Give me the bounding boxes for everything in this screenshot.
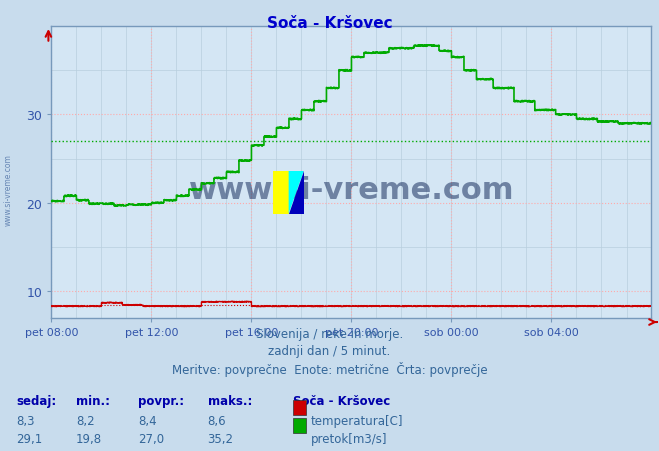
Text: Soča - Kršovec: Soča - Kršovec [267,16,392,31]
Text: 8,4: 8,4 [138,414,157,427]
Text: povpr.:: povpr.: [138,395,185,408]
Text: maks.:: maks.: [208,395,252,408]
Text: pretok[m3/s]: pretok[m3/s] [311,432,387,445]
Text: 29,1: 29,1 [16,432,43,445]
Text: zadnji dan / 5 minut.: zadnji dan / 5 minut. [268,344,391,357]
Polygon shape [289,171,304,214]
Text: min.:: min.: [76,395,110,408]
Text: 27,0: 27,0 [138,432,165,445]
Text: 19,8: 19,8 [76,432,102,445]
Text: 35,2: 35,2 [208,432,233,445]
Text: 8,6: 8,6 [208,414,226,427]
Text: www.si-vreme.com: www.si-vreme.com [188,175,514,204]
Text: sedaj:: sedaj: [16,395,57,408]
Text: Slovenija / reke in morje.: Slovenija / reke in morje. [256,327,403,340]
Text: www.si-vreme.com: www.si-vreme.com [4,153,13,226]
Text: temperatura[C]: temperatura[C] [311,414,403,427]
Text: Soča - Kršovec: Soča - Kršovec [293,395,391,408]
Polygon shape [289,171,304,214]
Bar [273,171,289,214]
Text: 8,2: 8,2 [76,414,94,427]
Text: 8,3: 8,3 [16,414,35,427]
Text: Meritve: povprečne  Enote: metrične  Črta: povprečje: Meritve: povprečne Enote: metrične Črta:… [172,361,487,376]
